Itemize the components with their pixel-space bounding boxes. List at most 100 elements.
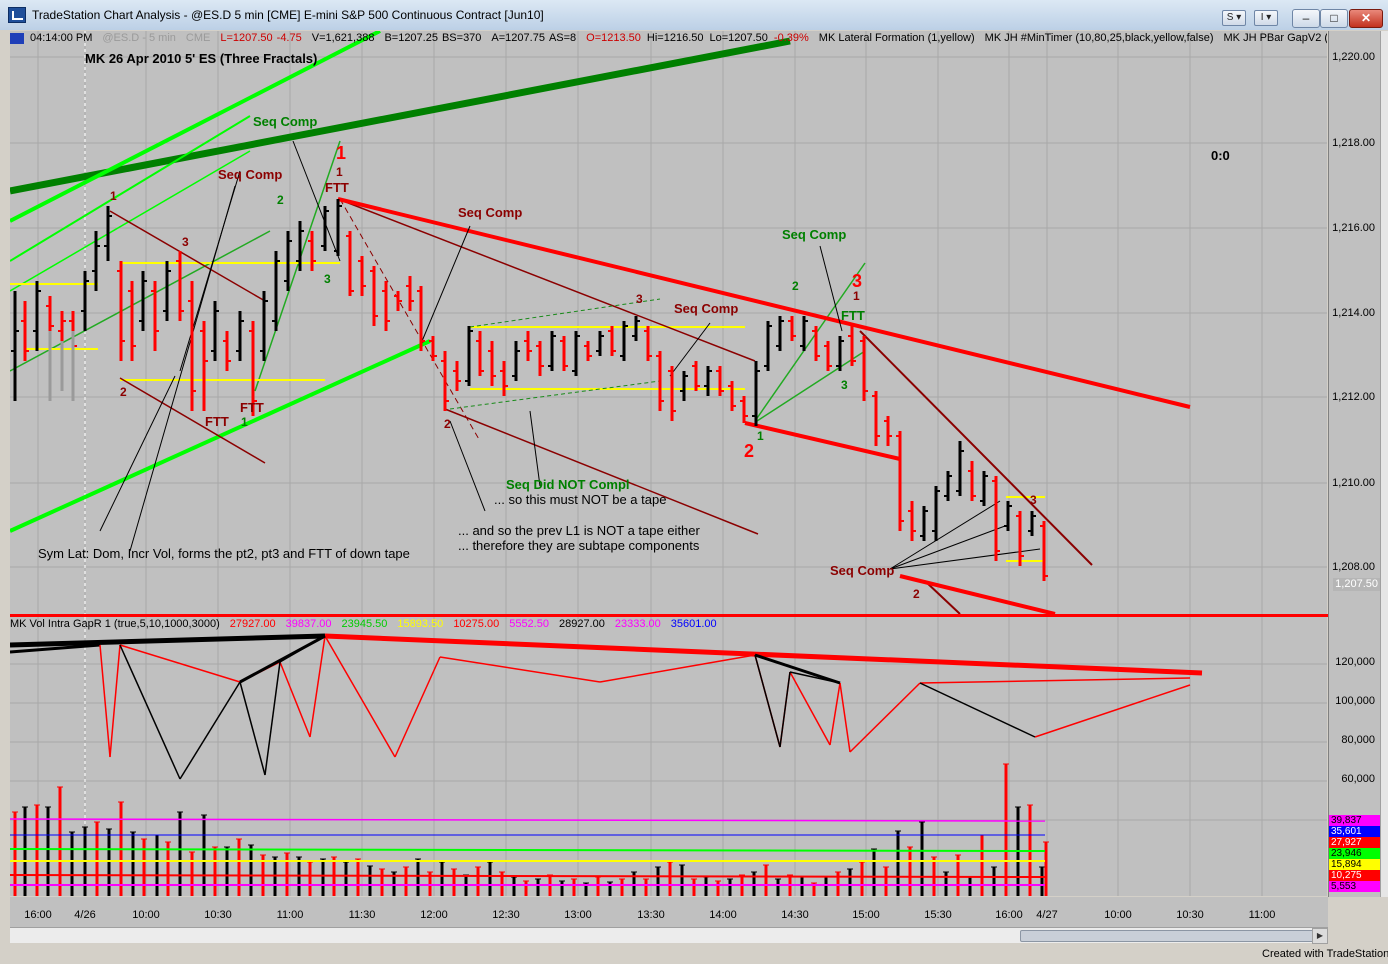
volume-zigzag <box>919 682 1036 738</box>
point-1-label: 1 <box>241 415 248 429</box>
point-2-label: 2 <box>444 417 451 431</box>
volume-zigzag <box>439 656 601 683</box>
annotation-pointer <box>819 245 843 332</box>
seq-comp-label: Seq Comp <box>253 114 318 129</box>
volume-badge: 39,837 <box>1329 815 1381 826</box>
left-strip <box>0 30 10 964</box>
point-3-label: 3 <box>324 272 331 286</box>
note-prev-l1: ... and so the prev L1 is NOT a tape eit… <box>458 523 700 538</box>
time-axis[interactable]: 16:00 4/26 10:00 10:30 11:00 11:30 12:00 12:30 1… <box>10 897 1328 927</box>
price-tick-label: 1,212.00 <box>1332 391 1375 403</box>
volume-tick-label: 100,000 <box>1335 695 1375 707</box>
ftt-label: FTT <box>325 180 349 195</box>
status-color-box <box>10 32 24 44</box>
close-button[interactable]: ✕ <box>1349 9 1383 28</box>
vol-avg-green <box>10 848 1046 852</box>
price-axis[interactable]: 1,220.00 1,218.00 1,216.00 1,214.00 1,212.00… <box>1328 31 1381 897</box>
footer-credit: Created with TradeStation <box>1262 948 1388 960</box>
ftt-label: FTT <box>841 308 865 323</box>
volume-indicator-value: 27927.00 <box>229 618 276 630</box>
scrollbar-thumb[interactable] <box>1020 930 1322 942</box>
volume-zigzag <box>119 644 241 683</box>
long-term-trendline <box>10 37 791 195</box>
status-exchange: CME <box>185 32 211 44</box>
time-tick-label: 11:00 <box>1248 909 1276 921</box>
note-not-tape: ... so this must NOT be a tape <box>494 492 667 507</box>
time-tick-label: 10:00 <box>1104 909 1132 921</box>
vol-avg-magenta <box>10 818 1046 822</box>
price-tick-label: 1,220.00 <box>1332 51 1375 63</box>
price-tick-label: 1,214.00 <box>1332 307 1375 319</box>
volume-badge: 35,601 <box>1329 826 1381 837</box>
horizontal-scrollbar[interactable]: ▶ <box>10 927 1328 944</box>
down-trend-line <box>444 408 759 535</box>
time-tick-label: 15:00 <box>852 909 880 921</box>
status-high: Hi=1216.50 <box>646 32 704 44</box>
point-3-label: 3 <box>1030 493 1037 507</box>
volume-badge: 10,275 <box>1329 870 1381 881</box>
down-trend-line <box>924 580 961 614</box>
volume-zigzag <box>179 681 241 780</box>
price-pane[interactable]: 04:14:00 PM @ES.D - 5 min CME L=1207.50 -4.7… <box>10 31 1327 614</box>
price-tick-label: 1,216.00 <box>1332 222 1375 234</box>
fractal-1-label: 1 <box>336 143 347 163</box>
time-tick-label: 12:00 <box>420 909 448 921</box>
point-1-label: 1 <box>757 429 764 443</box>
minimize-button[interactable]: – <box>1292 9 1320 28</box>
indicator-lateral: MK Lateral Formation (1,yellow) <box>818 32 975 44</box>
volume-indicator-value: 35601.00 <box>670 618 717 630</box>
time-tick-label: 16:00 <box>24 909 52 921</box>
volume-zigzag <box>779 671 791 748</box>
time-tick-label: 14:00 <box>709 909 737 921</box>
sym-lat-note: Sym Lat: Dom, Incr Vol, forms the pt2, p… <box>38 546 410 561</box>
volume-tick-label: 80,000 <box>1341 734 1375 746</box>
last-price-tag: 1,207.50 <box>1333 578 1380 591</box>
annotation-pointer <box>889 525 1006 570</box>
volume-indicator-value: 23945.50 <box>341 618 388 630</box>
annotation-pointer <box>449 420 486 512</box>
tradestation-app-icon <box>8 7 26 23</box>
point-1-label: 1 <box>110 189 117 203</box>
point-2-label: 2 <box>277 193 284 207</box>
status-time: 04:14:00 PM <box>30 32 93 44</box>
volume-zigzag <box>119 644 181 780</box>
volume-indicator-value: 5552.50 <box>509 618 549 630</box>
seq-comp-label: Seq Comp <box>218 167 283 182</box>
vertical-scrollbar[interactable] <box>1380 31 1388 897</box>
annotation-pointer <box>889 548 1041 570</box>
point-1-label: 1 <box>853 289 860 303</box>
green-channel-line <box>10 31 381 223</box>
green-trend-line <box>756 350 866 422</box>
point-3-label: 3 <box>841 378 848 392</box>
volume-trend-heavy <box>10 643 101 654</box>
annotation-pointer <box>292 140 341 262</box>
volume-zigzag <box>599 654 756 683</box>
volume-indicator-value: 15893.50 <box>397 618 444 630</box>
maximize-button[interactable]: □ <box>1320 9 1348 28</box>
down-trend-line <box>119 377 266 464</box>
volume-indicator-value: 39837.00 <box>285 618 332 630</box>
green-channel-line <box>10 150 251 292</box>
status-ask: A=1207.75 <box>491 32 545 44</box>
scroll-right-arrow[interactable]: ▶ <box>1312 928 1328 944</box>
green-trend-line <box>254 140 341 392</box>
green-trend-line <box>754 262 866 422</box>
window-titlebar: TradeStation Chart Analysis - @ES.D 5 mi… <box>0 0 1388 31</box>
volume-badge: 5,553 <box>1329 881 1381 892</box>
vol-avg-red <box>10 874 1046 878</box>
price-tick-label: 1,210.00 <box>1332 477 1375 489</box>
point-1-label: 1 <box>336 165 343 179</box>
indicator-link-button[interactable]: I ▾ <box>1254 10 1278 26</box>
down-trend-line <box>337 198 756 362</box>
fractal-3-label: 3 <box>852 271 863 291</box>
status-open: O=1213.50 <box>586 32 641 44</box>
status-volume: V=1,621,388 <box>311 32 375 44</box>
symbol-link-button[interactable]: S ▾ <box>1222 10 1246 26</box>
volume-pane[interactable]: MK Vol Intra GapR 1 (true,5,10,1000,3000… <box>10 617 1327 896</box>
ftt-label: FTT <box>205 414 229 429</box>
volume-indicator-value: 10275.00 <box>453 618 500 630</box>
pane-separator[interactable] <box>10 614 1380 617</box>
annotation-pointer <box>529 410 541 487</box>
time-tick-label: 14:30 <box>781 909 809 921</box>
volume-zigzag <box>1034 684 1191 738</box>
